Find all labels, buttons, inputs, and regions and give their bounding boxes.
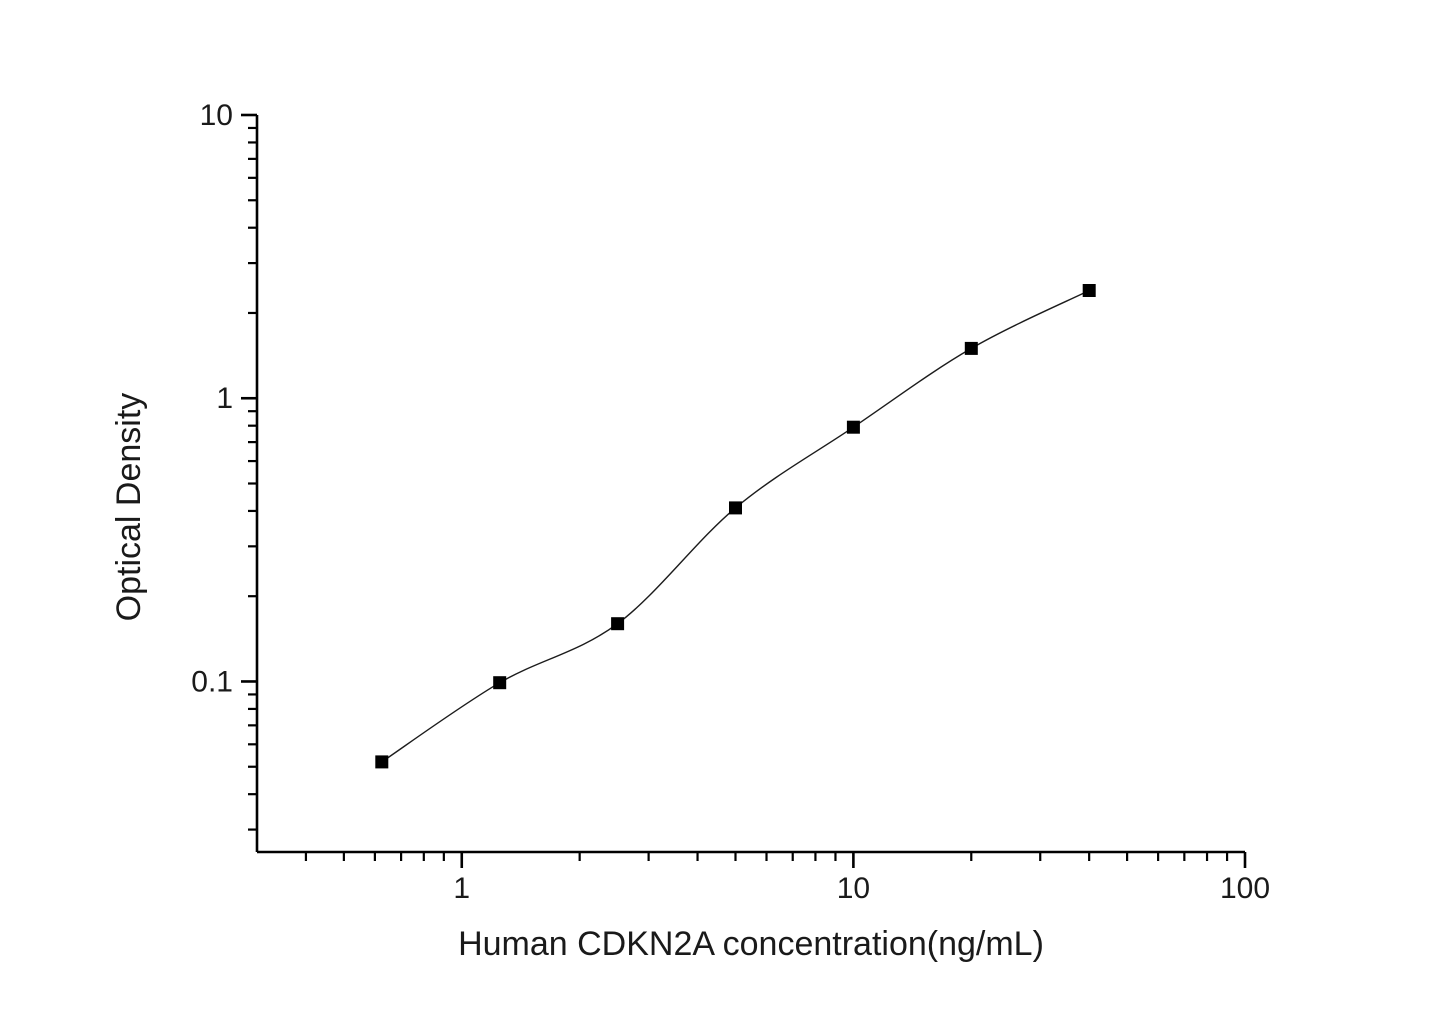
data-point-marker	[964, 341, 978, 355]
data-point-marker	[375, 755, 389, 769]
data-point-marker	[1082, 284, 1096, 297]
y-axis-title: Optical Density	[110, 393, 148, 622]
x-axis-tick-label: 100	[1220, 872, 1270, 905]
y-axis-tick-label: 0.1	[191, 665, 233, 698]
series-layer	[375, 284, 1096, 769]
data-point-marker	[493, 676, 507, 690]
data-point-marker	[846, 420, 860, 434]
y-axis-tick-label: 1	[216, 382, 233, 415]
y-axis-tick-label: 10	[200, 99, 233, 132]
fit-curve	[381, 289, 1090, 763]
ticks-layer: 1 10 100 0.1 1 10	[191, 99, 1270, 905]
data-point-marker	[611, 617, 625, 631]
data-point-marker	[729, 501, 742, 515]
x-axis-tick-label: 1	[453, 872, 470, 905]
x-axis-tick-label: 10	[837, 872, 870, 905]
axes-layer	[255, 115, 1245, 854]
x-axis-title: Human CDKN2A concentration(ng/mL)	[458, 925, 1044, 963]
